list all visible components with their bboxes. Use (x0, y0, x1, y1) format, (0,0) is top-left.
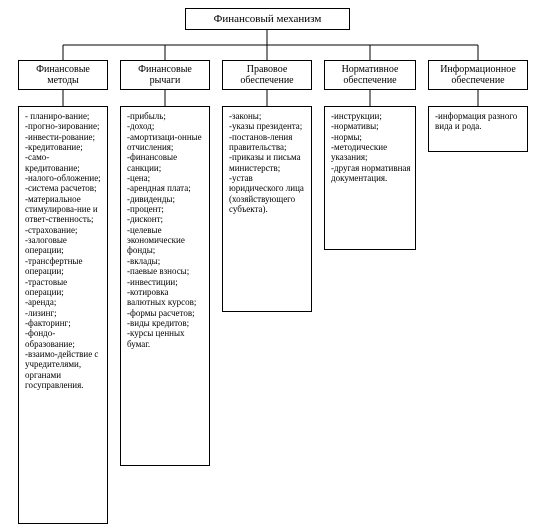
list-legal: -законы; -указы президента; -постанов-ле… (222, 106, 312, 312)
list-normative: -инструкции; -нормативы; -нормы; -методи… (324, 106, 416, 250)
list-info: -информация разного вида и рода. (428, 106, 528, 152)
header-info-label: Информационное обеспечение (432, 64, 524, 86)
diagram-canvas: Финансовый механизм Финансовые методы Фи… (0, 0, 537, 531)
list-info-text: -информация разного вида и рода. (435, 111, 520, 131)
header-levers: Финансовые рычаги (120, 60, 210, 90)
list-levers: -прибыль; -доход; -амортизаци-онные отчи… (120, 106, 210, 466)
root-label: Финансовый механизм (214, 13, 322, 25)
root-node: Финансовый механизм (185, 8, 350, 30)
list-legal-text: -законы; -указы президента; -постанов-ле… (229, 111, 306, 214)
header-normative: Нормативное обеспечение (324, 60, 416, 90)
list-methods-text: - планиро-вание; -прогно-зирование; -инв… (25, 111, 101, 390)
header-methods: Финансовые методы (18, 60, 108, 90)
header-info: Информационное обеспечение (428, 60, 528, 90)
list-levers-text: -прибыль; -доход; -амортизаци-онные отчи… (127, 111, 204, 349)
list-normative-text: -инструкции; -нормативы; -нормы; -методи… (331, 111, 413, 183)
header-legal-label: Правовое обеспечение (226, 64, 308, 86)
list-methods: - планиро-вание; -прогно-зирование; -инв… (18, 106, 108, 524)
header-legal: Правовое обеспечение (222, 60, 312, 90)
header-levers-label: Финансовые рычаги (124, 64, 206, 86)
header-normative-label: Нормативное обеспечение (328, 64, 412, 86)
header-methods-label: Финансовые методы (22, 64, 104, 86)
